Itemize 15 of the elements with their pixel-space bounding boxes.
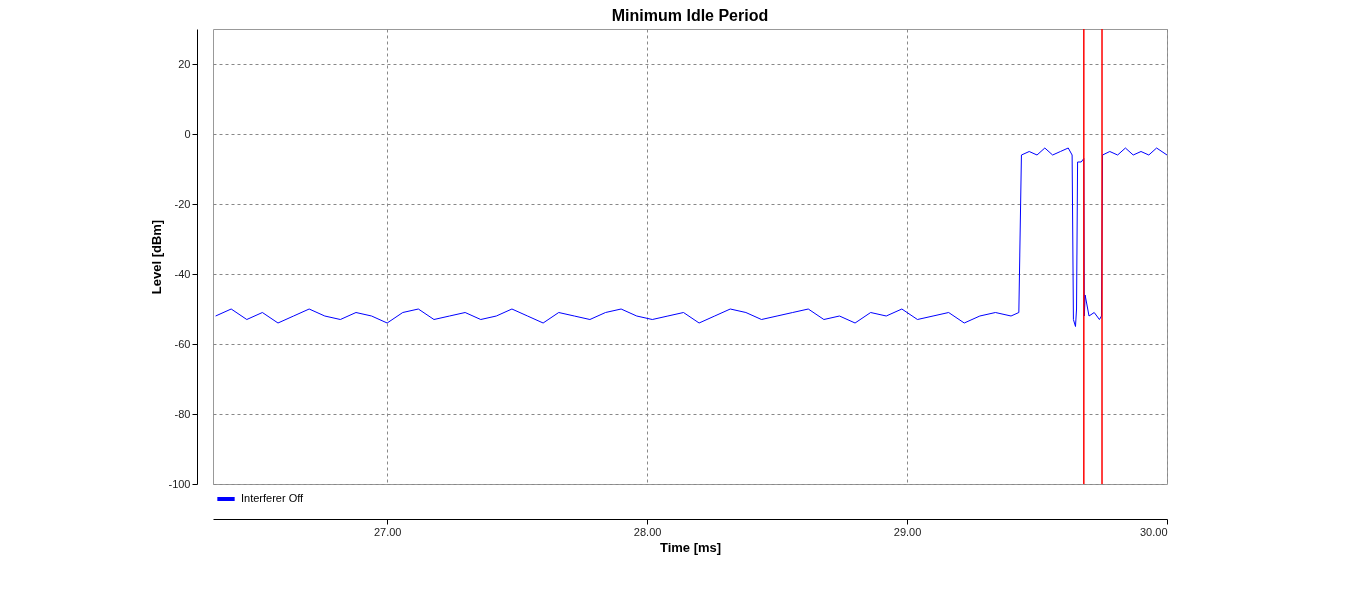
x-tick-label: 30.00 bbox=[1139, 525, 1168, 538]
y-tick-label: -100 bbox=[168, 477, 191, 490]
y-tick-label: 0 bbox=[184, 127, 191, 140]
chart-title: Minimum Idle Period bbox=[611, 7, 769, 25]
y-tick-label: -20 bbox=[174, 197, 191, 210]
legend-label: Interferer Off bbox=[241, 492, 305, 504]
y-tick-label: -40 bbox=[174, 267, 191, 280]
y-tick-label: -80 bbox=[174, 407, 191, 420]
x-tick-label: 28.00 bbox=[633, 525, 662, 538]
x-tick-label: 27.00 bbox=[373, 525, 402, 538]
y-tick-label: -60 bbox=[174, 337, 191, 350]
y-tick-label: 20 bbox=[178, 57, 191, 70]
y-axis-title: Level [dBm] bbox=[149, 219, 165, 295]
x-tick-label: 29.00 bbox=[893, 525, 922, 538]
x-axis-title: Time [ms] bbox=[659, 539, 722, 555]
